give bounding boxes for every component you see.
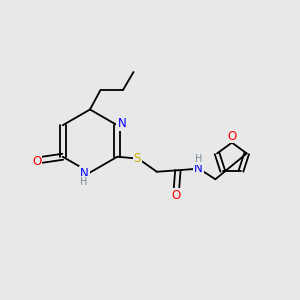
Text: N: N	[117, 117, 126, 130]
Text: O: O	[172, 189, 181, 202]
Text: N: N	[194, 162, 203, 175]
Text: H: H	[80, 177, 87, 187]
Text: O: O	[32, 155, 41, 168]
Text: N: N	[80, 167, 89, 180]
Text: S: S	[134, 152, 141, 165]
Text: H: H	[195, 154, 202, 164]
Text: O: O	[227, 130, 236, 142]
